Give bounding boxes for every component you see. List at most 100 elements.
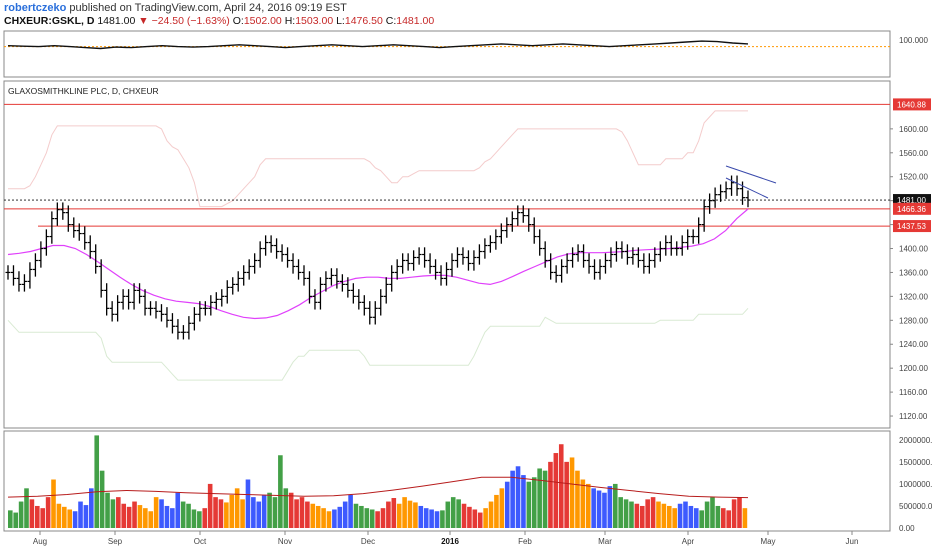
ohlc-bar — [586, 253, 592, 274]
volume-bar — [240, 499, 245, 528]
price-badge: 1437.53 — [893, 220, 931, 233]
volume-bar — [56, 503, 62, 528]
ohlc-bar — [137, 283, 143, 304]
volume-bar — [710, 497, 715, 528]
volume-bar — [305, 501, 310, 528]
ohlc-bar — [734, 175, 740, 196]
ohlc-bar — [169, 313, 175, 334]
ohlc-bar — [186, 316, 192, 340]
x-tick-label: Aug — [33, 537, 47, 546]
ohlc-bar — [696, 217, 702, 244]
volume-tick-label: 0.00 — [899, 524, 915, 533]
volume-bar — [202, 508, 208, 528]
volume-tick-label: 1500000.00 — [899, 458, 932, 467]
volume-bar — [369, 509, 375, 528]
x-tick-label: Jun — [846, 537, 859, 546]
volume-bar — [521, 475, 526, 528]
ohlc-bar — [312, 289, 318, 310]
volume-bar — [245, 479, 251, 528]
volume-bar — [359, 505, 364, 528]
volume-bar — [229, 494, 235, 528]
volume-bar — [445, 501, 451, 528]
ohlc-bar — [263, 235, 269, 256]
volume-bar — [407, 500, 413, 528]
upper-trendline[interactable] — [725, 165, 777, 184]
ohlc-bar — [296, 259, 302, 280]
volume-bar — [105, 492, 110, 528]
volume-bar — [499, 488, 505, 528]
ohlc-bar — [241, 265, 247, 286]
volume-bar — [310, 503, 316, 528]
x-tick-label: Nov — [278, 537, 292, 546]
ohlc-bar — [219, 289, 225, 307]
ohlc-bar — [619, 241, 625, 259]
ohlc-bar — [290, 253, 296, 274]
ohlc-bar — [350, 283, 356, 304]
ohlc-bar — [652, 247, 658, 268]
volume-bar — [391, 498, 397, 528]
volume-bar — [618, 497, 623, 528]
symbol-label[interactable]: CHXEUR:GSKL, D — [4, 15, 95, 27]
volume-bar — [677, 503, 683, 528]
ohlc-bar — [93, 244, 99, 274]
volume-bar — [704, 501, 710, 528]
ohlc-bar — [389, 265, 395, 292]
low-value: 1476.50 — [344, 15, 383, 27]
ohlc-bar — [32, 253, 38, 277]
ohlc-bar — [520, 205, 526, 223]
volume-bar — [488, 501, 494, 528]
ohlc-bar — [449, 253, 455, 277]
volume-bar — [251, 497, 256, 528]
volume-bar — [548, 461, 553, 528]
ohlc-bar — [274, 238, 280, 259]
volume-bar — [396, 503, 402, 528]
volume-bar — [494, 494, 499, 528]
volume-bar — [278, 455, 283, 528]
ohlc-bar — [71, 217, 77, 238]
volume-bar — [526, 481, 532, 528]
volume-bar — [683, 501, 688, 528]
lower-trendline[interactable] — [725, 177, 769, 199]
high-value: 1503.00 — [295, 15, 334, 27]
ohlc-bar — [38, 241, 44, 268]
ohlc-bar — [148, 301, 154, 316]
volume-bar — [423, 508, 429, 528]
volume-bar — [575, 470, 580, 528]
ohlc-bar — [597, 259, 603, 280]
volume-bar — [299, 497, 305, 528]
osc-tick-label: 100.000 — [899, 36, 928, 45]
volume-bar — [45, 497, 51, 528]
ohlc-bar — [27, 262, 33, 289]
volume-bar — [40, 508, 46, 528]
ohlc-bar — [657, 241, 663, 262]
volume-ma-line — [7, 476, 749, 499]
volume-bar — [207, 483, 213, 528]
author-link[interactable]: robertczeko — [4, 2, 67, 14]
ohlc-bar — [142, 289, 148, 316]
ohlc-bar — [460, 247, 466, 265]
ohlc-bar — [76, 223, 82, 241]
volume-bar — [531, 477, 537, 528]
volume-bar — [737, 497, 742, 528]
price-badge-bg — [893, 220, 931, 233]
ohlc-bar — [339, 274, 345, 292]
price-badge-label: 1437.53 — [897, 222, 926, 231]
volume-bar — [110, 499, 116, 528]
ohlc-bar — [487, 235, 493, 253]
volume-bar — [213, 497, 218, 528]
volume-bar — [434, 511, 440, 528]
volume-bar — [418, 505, 424, 528]
volume-bar — [159, 499, 164, 528]
ohlc-bar — [679, 235, 685, 256]
ohlc-bar — [690, 229, 696, 244]
ohlc-bar — [98, 259, 104, 298]
ohlc-bar — [476, 244, 482, 265]
ohlc-bar — [317, 277, 323, 310]
volume-bar — [294, 499, 299, 528]
volume-bar — [461, 503, 467, 528]
volume-bar — [629, 501, 634, 528]
volume-bar — [591, 488, 596, 528]
ohlc-bar — [65, 205, 71, 232]
volume-bar — [121, 503, 127, 528]
